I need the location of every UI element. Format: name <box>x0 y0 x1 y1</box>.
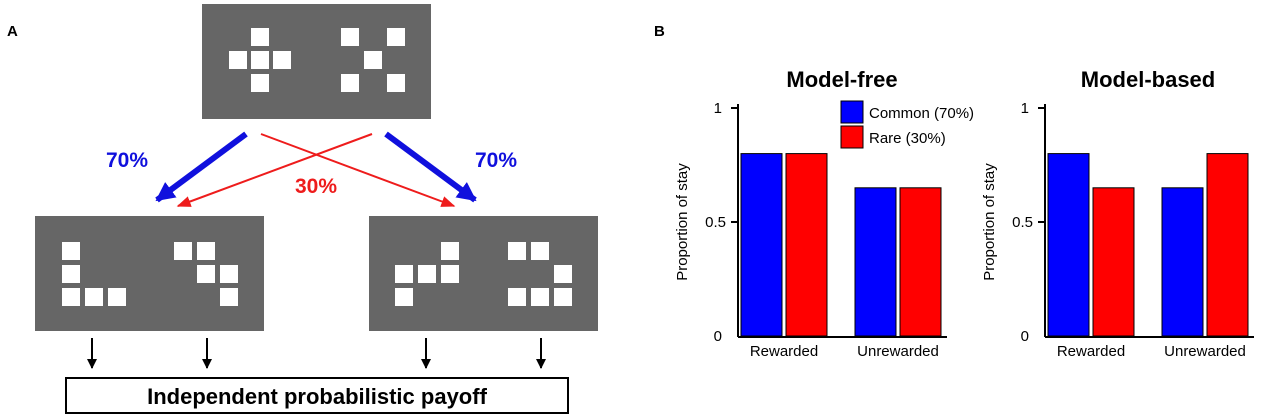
second-stage-stimulus-right <box>369 216 598 331</box>
model-based-chart: Model-based Proportion of stay 1 0.5 0 R… <box>981 67 1254 360</box>
bar-unrewarded-common <box>854 187 897 337</box>
second-stage-left-symbol-1 <box>62 242 126 306</box>
panel-a: A 70% 7 <box>7 4 598 414</box>
bar-unrewarded-rare <box>899 187 942 337</box>
bar-rewarded-common <box>1047 153 1090 337</box>
common-transition-right-arrow <box>384 131 477 203</box>
first-stage-stimulus <box>202 4 431 119</box>
model-free-tick-label-0: 0 <box>714 328 722 345</box>
bar-rewarded-rare <box>1092 187 1135 337</box>
model-free-tick-label-1: 1 <box>714 100 722 117</box>
bar-rewarded-common <box>740 153 783 337</box>
bar-rewarded-rare <box>785 153 828 337</box>
model-free-category-unrewarded: Unrewarded <box>857 343 939 360</box>
model-based-y-axis-label: Proportion of stay <box>981 163 998 281</box>
payoff-box <box>65 377 569 414</box>
model-based-tick-label-0-5: 0.5 <box>1012 214 1033 231</box>
bar-unrewarded-rare <box>1206 153 1249 337</box>
legend: Common (70%) Rare (30%) <box>840 100 974 149</box>
model-free-bars <box>740 153 942 337</box>
panel-b-label: B <box>654 23 665 40</box>
payoff-label: Independent probabilistic payoff <box>147 384 487 409</box>
model-based-tick-label-1: 1 <box>1021 100 1029 117</box>
model-free-y-axis-label: Proportion of stay <box>674 163 691 281</box>
transition-arrows <box>155 131 477 207</box>
legend-rare-label: Rare (30%) <box>869 130 946 147</box>
legend-common-swatch <box>840 100 864 124</box>
model-based-tick-label-0: 0 <box>1021 328 1029 345</box>
rare-transition-right-arrow <box>260 133 456 207</box>
rare-transition-left-arrow <box>176 133 373 207</box>
model-free-tick-label-0-5: 0.5 <box>705 214 726 231</box>
panel-b: B Model-free Proportion of stay 1 0.5 0 … <box>654 23 1254 360</box>
model-based-category-unrewarded: Unrewarded <box>1164 343 1246 360</box>
first-stage-symbol-right <box>341 28 405 92</box>
rare-probability-label: 30% <box>295 175 337 198</box>
model-based-category-rewarded: Rewarded <box>1057 343 1125 360</box>
model-free-chart: Model-free Proportion of stay 1 0.5 0 Re… <box>674 67 974 360</box>
legend-rare-swatch <box>840 125 864 149</box>
second-stage-left-symbol-2 <box>174 242 238 306</box>
model-free-category-rewarded: Rewarded <box>750 343 818 360</box>
common-probability-left-label: 70% <box>106 149 148 172</box>
first-stage-symbol-left <box>229 28 291 92</box>
model-based-bars <box>1047 153 1249 337</box>
outcome-arrows <box>87 338 546 369</box>
second-stage-right-symbol-2 <box>508 242 572 306</box>
second-stage-right-symbol-1 <box>395 242 459 306</box>
panel-a-label: A <box>7 23 18 40</box>
common-probability-right-label: 70% <box>475 149 517 172</box>
legend-common-label: Common (70%) <box>869 105 974 122</box>
second-stage-stimulus-left <box>35 216 264 331</box>
common-transition-left-arrow <box>155 131 248 203</box>
model-based-title: Model-based <box>1081 67 1215 92</box>
model-free-title: Model-free <box>786 67 897 92</box>
bar-unrewarded-common <box>1161 187 1204 337</box>
